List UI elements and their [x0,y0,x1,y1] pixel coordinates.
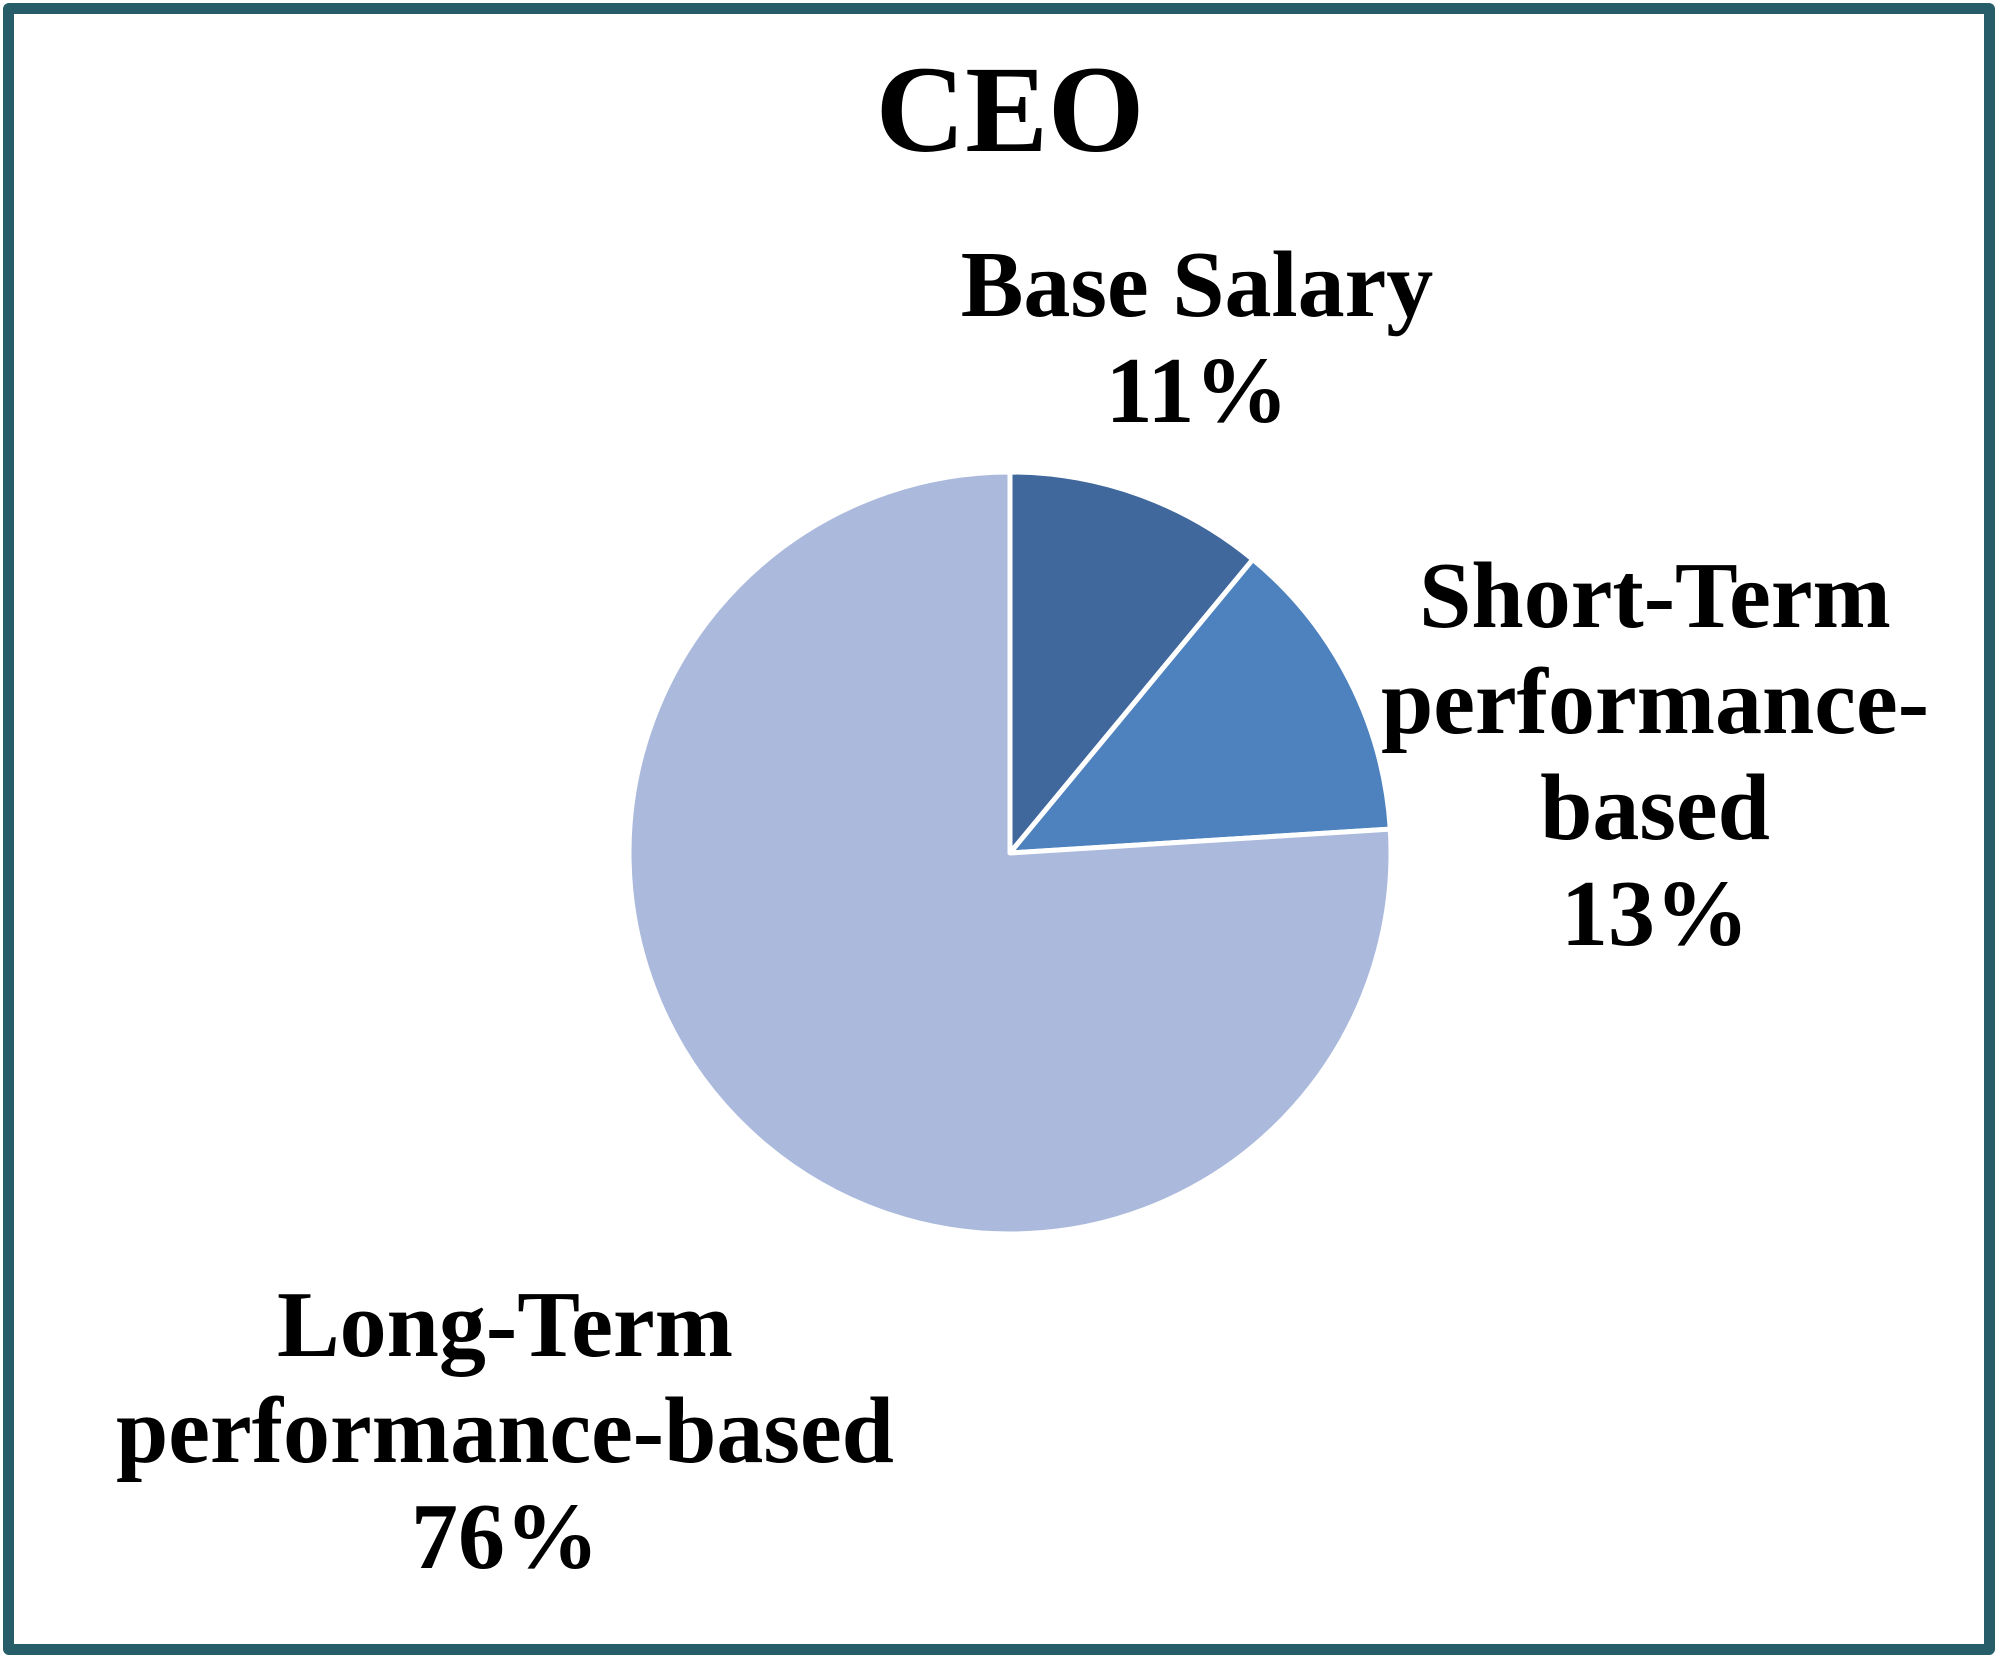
pie-slice-short-term-performance-based[interactable] [1007,556,1393,856]
slice-label-line: performance-based [116,1379,894,1483]
slice-label-line: based [1540,756,1770,860]
slice-label-short-term: Short-Term performance- based 13% [1345,543,1965,967]
slice-label-value: 11% [1105,339,1289,443]
slice-label-value: 13% [1561,862,1749,966]
pie-slice-long-term-performance-based[interactable] [626,469,1394,1237]
slice-label-line: Base Salary [960,233,1434,337]
slice-label-value: 76% [411,1485,599,1589]
pie-chart [626,469,1394,1237]
slice-label-line: performance- [1380,650,1930,754]
slice-label-line: Long-Term [276,1273,734,1377]
slice-label-long-term: Long-Term performance-based 76% [105,1272,905,1590]
slice-label-base-salary: Base Salary 11% [897,232,1497,444]
pie-slice-base-salary[interactable] [1007,469,1256,856]
slice-label-line: Short-Term [1419,544,1891,648]
chart-title: CEO [875,41,1145,178]
